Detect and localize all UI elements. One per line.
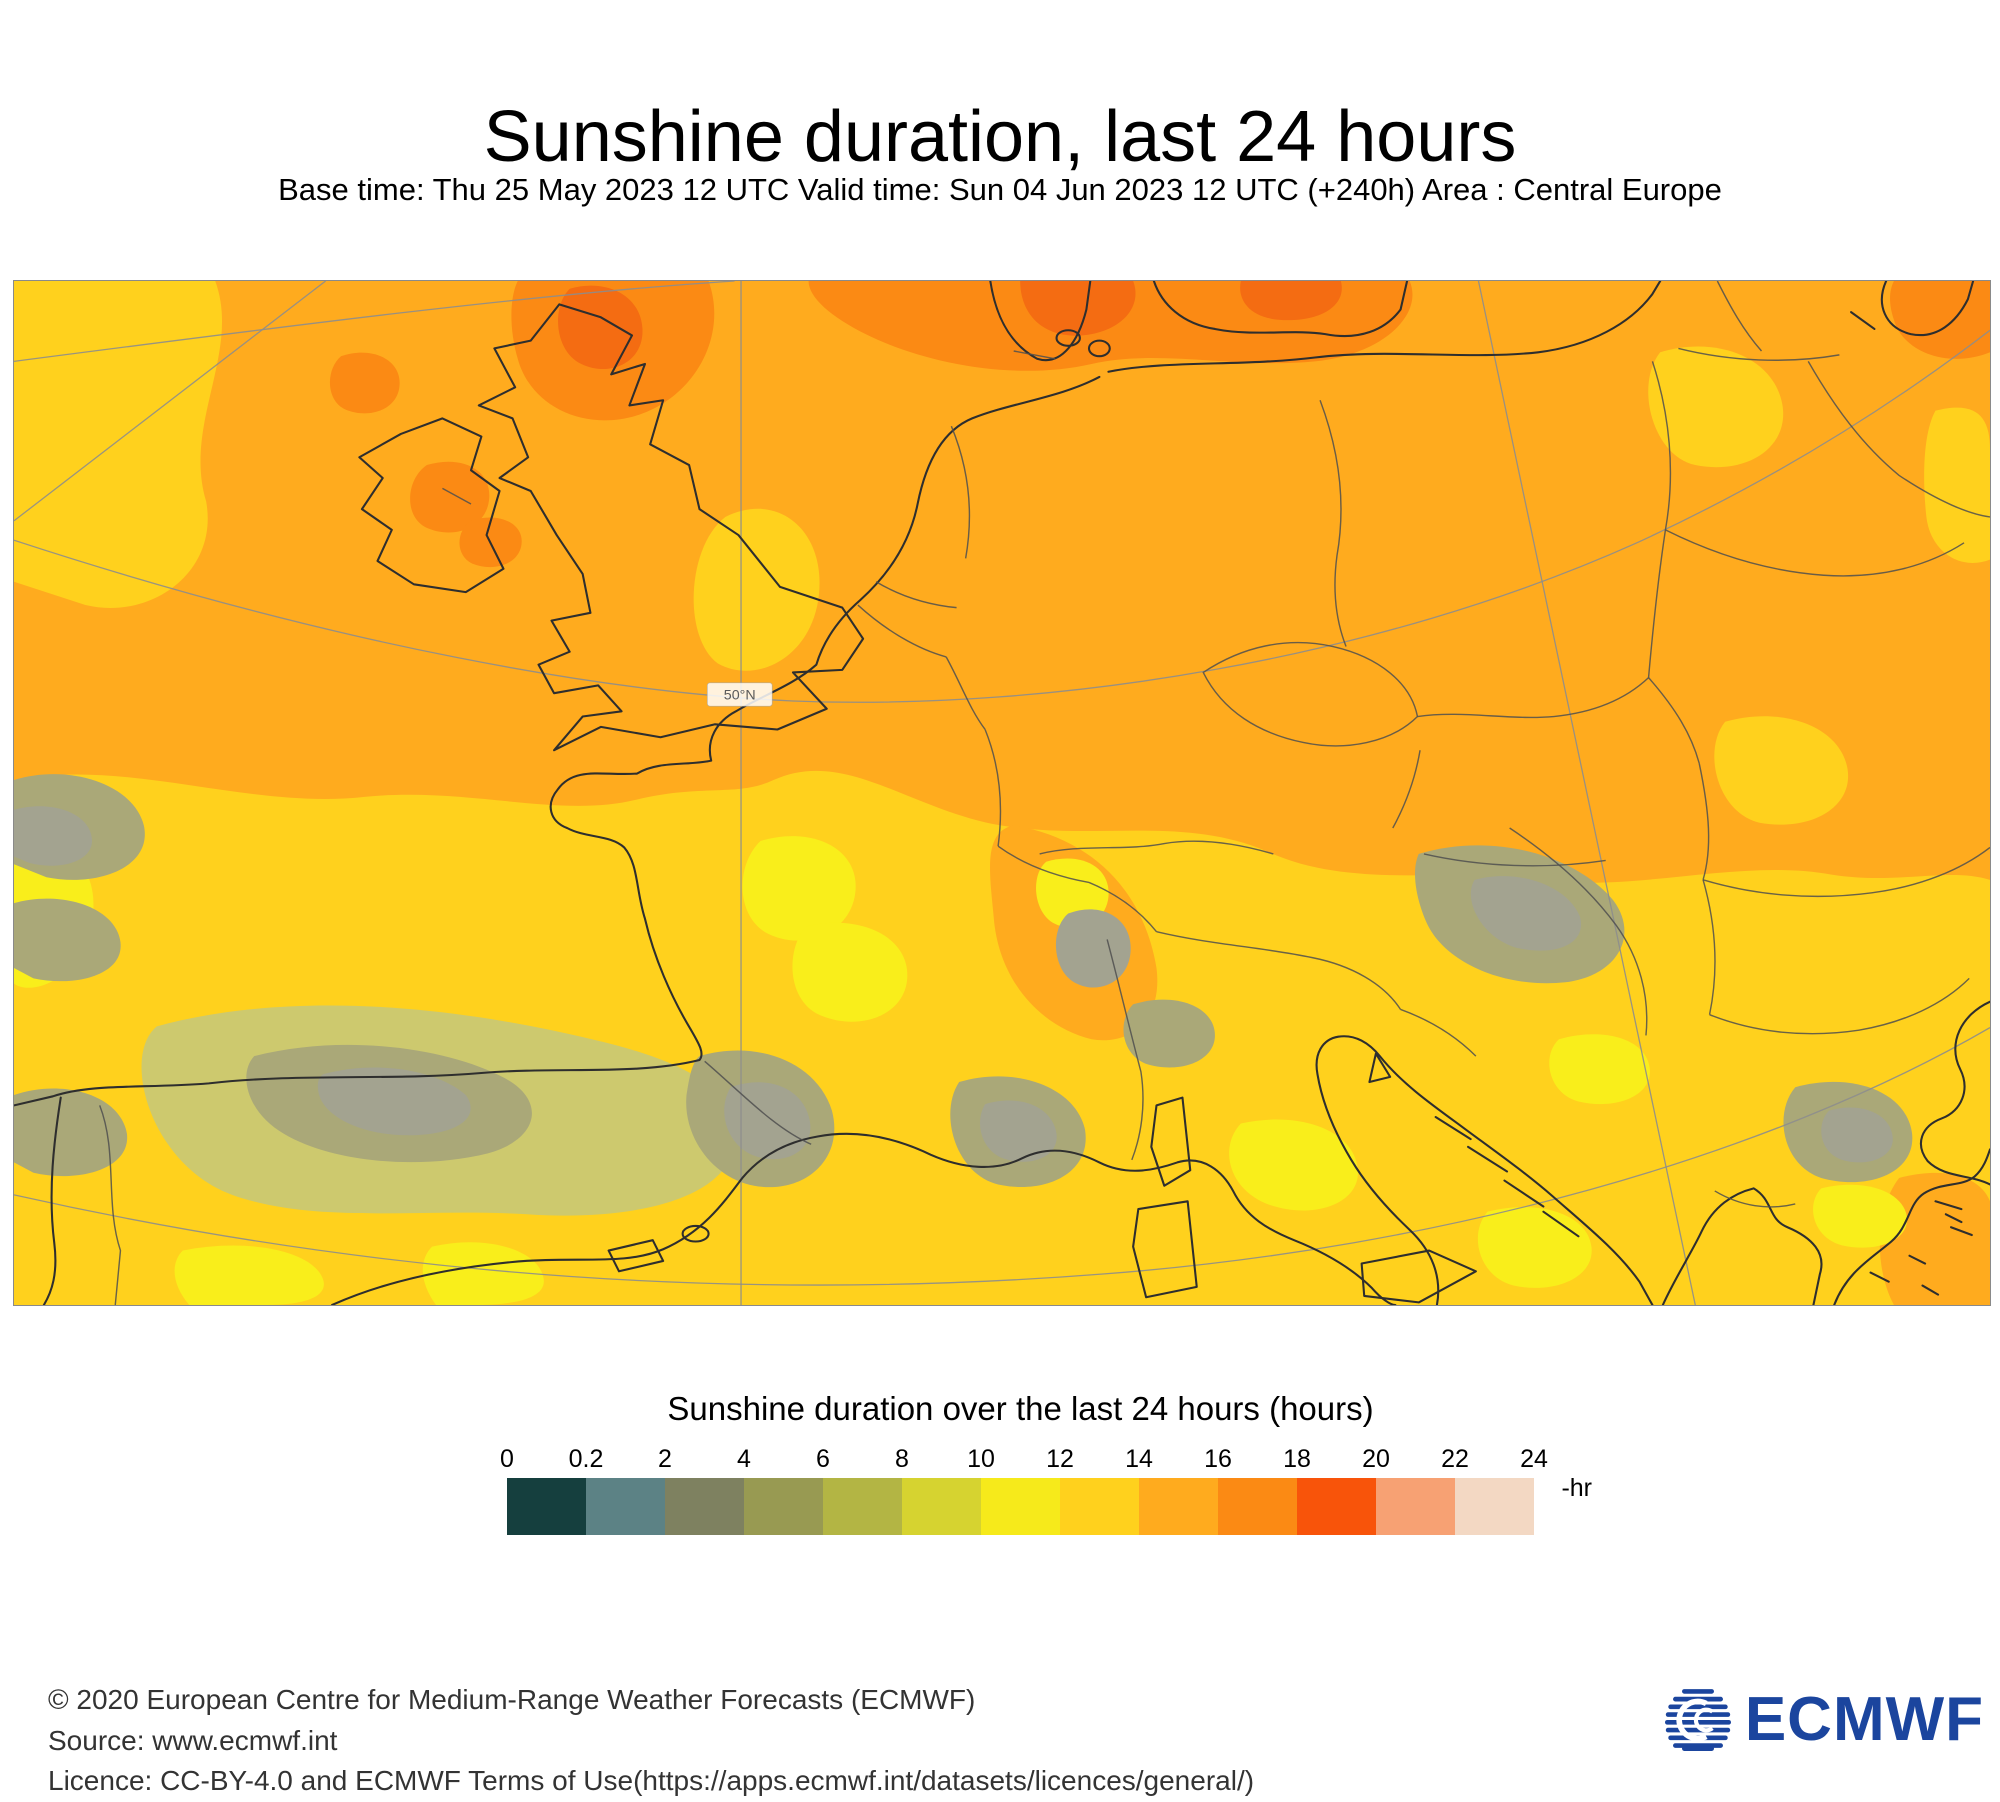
ecmwf-logo-text: ECMWF bbox=[1744, 1685, 1984, 1754]
legend-tick: 2 bbox=[658, 1445, 672, 1473]
legend-color-segment bbox=[1455, 1478, 1534, 1535]
legend-title: Sunshine duration over the last 24 hours… bbox=[667, 1390, 1374, 1427]
legend-color-segment bbox=[507, 1478, 586, 1535]
legend-color-segment bbox=[902, 1478, 981, 1535]
coast-gulf-of-riga bbox=[1881, 281, 1975, 337]
legend-color-segment bbox=[1060, 1478, 1139, 1535]
coast-west-europe bbox=[14, 375, 1101, 1107]
legend-tick: 22 bbox=[1441, 1445, 1469, 1473]
legend-color-segment bbox=[981, 1478, 1060, 1535]
legend-tick: 20 bbox=[1362, 1445, 1390, 1473]
coast-great-britain bbox=[477, 303, 865, 752]
sunshine-map: 50°N bbox=[13, 280, 1991, 1306]
ecmwf-logo: ECMWF bbox=[1664, 1684, 1984, 1755]
legend-scale: 0 0.2 2 4 6 8 10 12 14 16 18 20 22 24 -hr bbox=[500, 1444, 1592, 1535]
coast-portugal bbox=[42, 1096, 62, 1305]
legend-color-segment bbox=[1139, 1478, 1218, 1535]
latitude-label-50n: 50°N bbox=[706, 682, 773, 707]
coast-greece-west bbox=[1661, 1187, 1823, 1305]
graticule bbox=[14, 281, 1990, 1305]
legend-color-segment bbox=[586, 1478, 665, 1535]
country-borders bbox=[99, 281, 1990, 1305]
footer-copyright: © 2020 European Centre for Medium-Range … bbox=[48, 1684, 976, 1715]
legend-tick: 14 bbox=[1125, 1445, 1153, 1473]
legend-color-segment bbox=[1376, 1478, 1455, 1535]
page-subtitle: Base time: Thu 25 May 2023 12 UTC Valid … bbox=[278, 172, 1722, 207]
legend-color-segment bbox=[1297, 1478, 1376, 1535]
legend-color-segment bbox=[744, 1478, 823, 1535]
legend-tick: 10 bbox=[967, 1445, 995, 1473]
coast-jutland bbox=[989, 281, 1092, 362]
page-title: Sunshine duration, last 24 hours bbox=[483, 97, 1517, 178]
coast-dalmatian-islands bbox=[1434, 1116, 1580, 1238]
legend-tick: 4 bbox=[737, 1445, 751, 1473]
footer: © 2020 European Centre for Medium-Range … bbox=[48, 1680, 1254, 1802]
legend-colorbar bbox=[507, 1478, 1534, 1535]
footer-licence: Licence: CC-BY-4.0 and ECMWF Terms of Us… bbox=[48, 1765, 1255, 1797]
legend-tick: 12 bbox=[1046, 1445, 1074, 1473]
legend-tick: 8 bbox=[895, 1445, 909, 1473]
legend-tick: 0.2 bbox=[568, 1445, 604, 1473]
sunshine-fill-regions bbox=[14, 281, 1990, 1305]
legend-color-segment bbox=[823, 1478, 902, 1535]
coast-black-sea bbox=[1919, 1000, 1990, 1186]
coast-aegean bbox=[1833, 1148, 1990, 1305]
coast-sicily bbox=[1360, 1249, 1477, 1304]
legend-ticks: 0 0.2 2 4 6 8 10 12 14 16 18 20 22 24 bbox=[500, 1444, 1548, 1478]
legend-unit-label: -hr bbox=[1561, 1474, 1592, 1502]
footer-source: Source: www.ecmwf.int bbox=[48, 1724, 338, 1756]
coast-baltic-south bbox=[1107, 281, 1662, 373]
ecmwf-logo-icon bbox=[1664, 1688, 1731, 1751]
coast-ireland bbox=[358, 417, 505, 594]
legend-tick: 18 bbox=[1283, 1445, 1311, 1473]
legend-color-segment bbox=[665, 1478, 744, 1535]
legend-tick: 0 bbox=[500, 1445, 514, 1473]
coast-sweden bbox=[1152, 281, 1409, 338]
legend: Sunshine duration over the last 24 hours… bbox=[500, 1390, 1592, 1535]
coast-balearics bbox=[607, 1239, 665, 1273]
coast-sardinia bbox=[1132, 1200, 1198, 1299]
latitude-label-text: 50°N bbox=[724, 688, 756, 704]
legend-color-segment bbox=[1218, 1478, 1297, 1535]
legend-tick: 6 bbox=[816, 1445, 830, 1473]
legend-tick: 16 bbox=[1204, 1445, 1232, 1473]
coast-corsica bbox=[1150, 1096, 1192, 1187]
coastlines bbox=[14, 281, 1990, 1305]
coast-adriatic bbox=[1315, 1035, 1654, 1305]
europe-map-svg: 50°N bbox=[14, 281, 1990, 1305]
legend-tick: 24 bbox=[1520, 1445, 1548, 1473]
